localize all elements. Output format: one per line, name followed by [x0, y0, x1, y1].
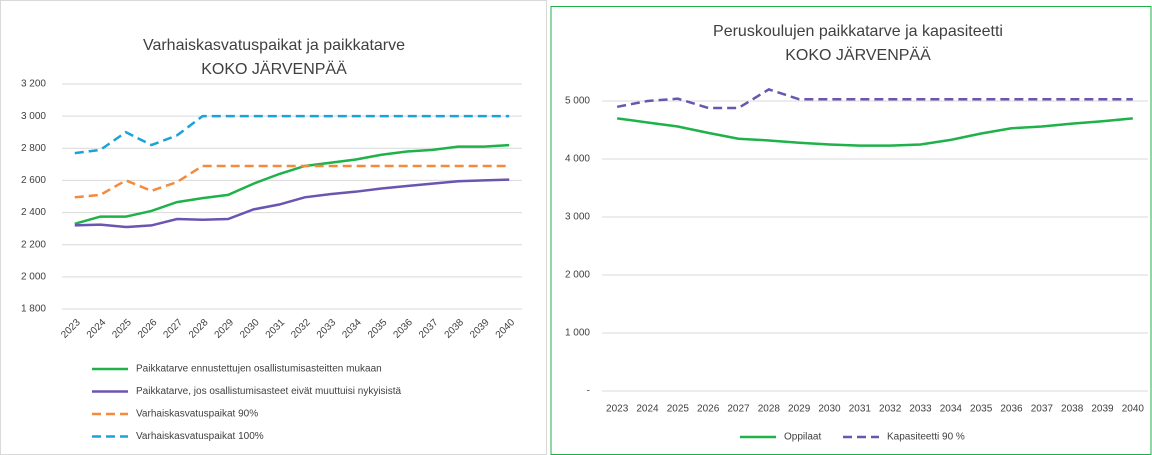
series-line — [616, 88, 1133, 110]
legend-label: Varhaiskasvatuspaikat 90% — [136, 409, 258, 420]
x-tick-label: 2037 — [1031, 404, 1054, 415]
y-tick-label: - — [587, 386, 590, 397]
legend-label: Kapasiteetti 90 % — [887, 432, 965, 443]
x-tick-label: 2025 — [667, 404, 690, 415]
chart-frame — [0, 0, 547, 455]
x-tick-label: 2028 — [758, 404, 781, 415]
chart-subtitle: KOKO JÄRVENPÄÄ — [201, 60, 347, 78]
y-tick-label: 5 000 — [565, 96, 590, 107]
y-tick-label: 2 600 — [21, 175, 46, 186]
y-tick-label: 2 000 — [565, 270, 590, 281]
legend-label: Paikkatarve, jos osallistumisasteet eivä… — [136, 386, 402, 397]
chart-title: Varhaiskasvatuspaikat ja paikkatarve — [143, 37, 405, 54]
y-tick-label: 3 000 — [21, 111, 46, 122]
series-line — [74, 178, 510, 229]
x-tick-label: 2039 — [1091, 404, 1114, 415]
x-tick-label: 2040 — [1122, 404, 1145, 415]
y-tick-label: 2 000 — [21, 271, 46, 282]
y-tick-label: 1 800 — [21, 304, 46, 315]
series-line — [74, 143, 510, 226]
y-tick-label: 4 000 — [565, 154, 590, 165]
chart-subtitle: KOKO JÄRVENPÄÄ — [785, 46, 931, 64]
x-tick-label: 2038 — [1061, 404, 1084, 415]
x-tick-label: 2024 — [636, 404, 659, 415]
y-tick-label: 3 000 — [565, 212, 590, 223]
y-tick-label: 3 200 — [21, 79, 46, 90]
legend-label: Varhaiskasvatuspaikat 100% — [136, 431, 264, 442]
x-tick-label: 2030 — [818, 404, 841, 415]
y-tick-label: 2 800 — [21, 143, 46, 154]
x-tick-label: 2031 — [849, 404, 872, 415]
legend-label: Paikkatarve ennustettujen osallistumisas… — [136, 364, 382, 375]
series-line — [74, 114, 510, 155]
chart-frame — [550, 6, 1152, 455]
series-line — [74, 164, 510, 199]
chart-title: Peruskoulujen paikkatarve ja kapasiteett… — [713, 23, 1003, 40]
legend-label: Oppilaat — [784, 432, 821, 443]
x-tick-label: 2027 — [727, 404, 750, 415]
x-tick-label: 2026 — [697, 404, 720, 415]
x-tick-label: 2034 — [940, 404, 963, 415]
x-tick-label: 2032 — [879, 404, 902, 415]
x-tick-label: 2029 — [788, 404, 811, 415]
y-tick-label: 2 200 — [21, 239, 46, 250]
y-tick-label: 1 000 — [565, 328, 590, 339]
x-tick-label: 2035 — [970, 404, 993, 415]
series-line — [617, 117, 1133, 147]
x-tick-label: 2033 — [909, 404, 932, 415]
x-tick-label: 2036 — [1000, 404, 1023, 415]
y-tick-label: 2 400 — [21, 207, 46, 218]
x-tick-label: 2023 — [606, 404, 629, 415]
